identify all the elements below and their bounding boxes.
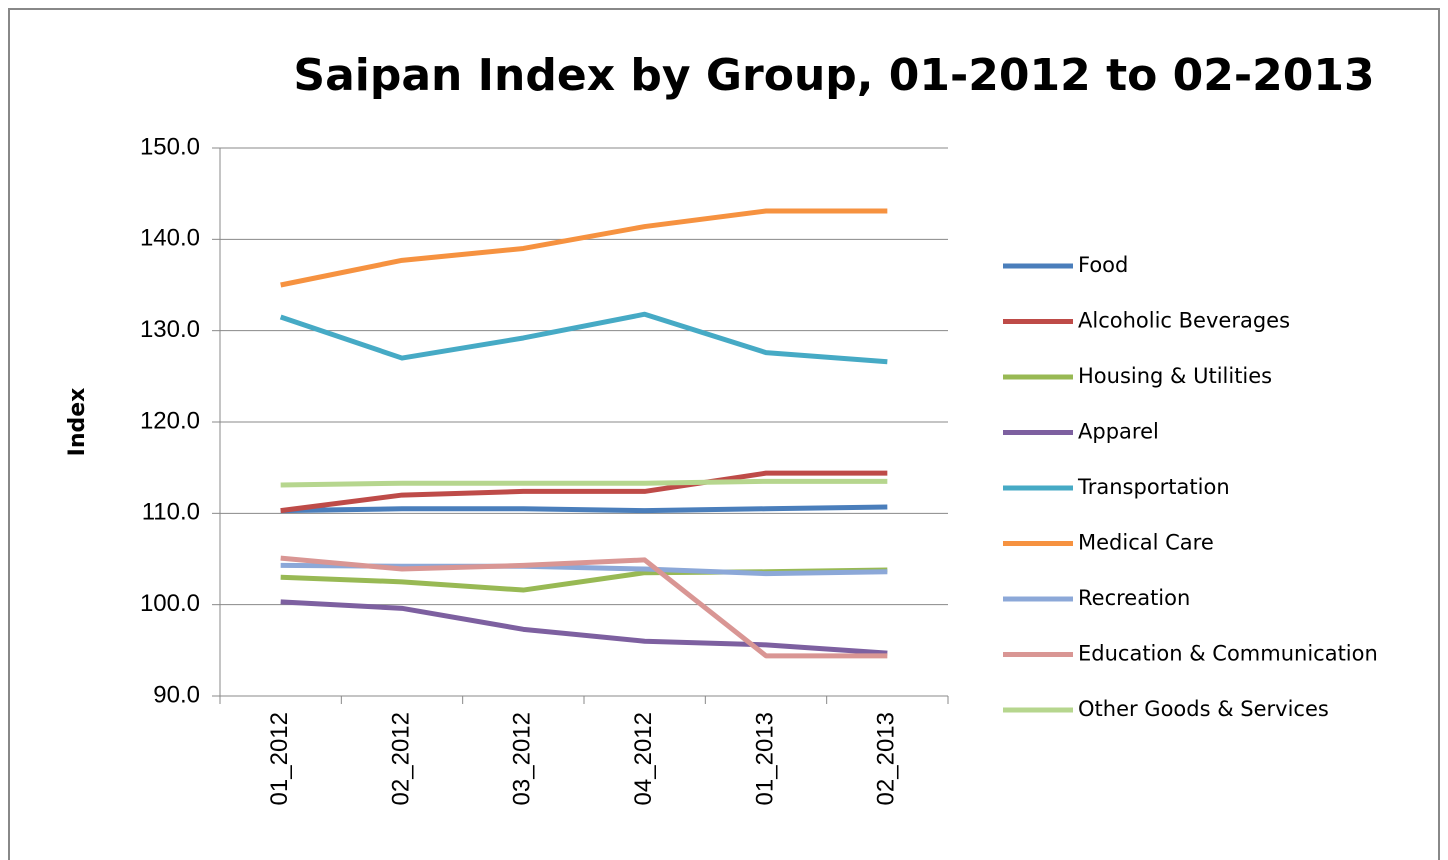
legend-label: Apparel	[1078, 420, 1159, 444]
legend-label: Transportation	[1077, 475, 1230, 499]
x-tick-label: 01_2012	[266, 712, 293, 805]
y-tick-label: 90.0	[153, 681, 200, 708]
x-tick-label: 04_2012	[630, 712, 657, 805]
y-tick-label: 120.0	[140, 407, 200, 434]
y-tick-label: 150.0	[140, 133, 200, 160]
y-tick-label: 140.0	[140, 225, 200, 252]
x-tick-label: 02_2013	[873, 712, 900, 805]
y-tick-label: 100.0	[140, 590, 200, 617]
x-tick-label: 01_2013	[751, 712, 778, 805]
legend-label: Education & Communication	[1078, 642, 1378, 666]
y-tick-label: 110.0	[142, 499, 200, 526]
y-axis-label: Index	[65, 388, 90, 457]
legend-label: Housing & Utilities	[1078, 364, 1272, 388]
legend-label: Recreation	[1078, 586, 1190, 610]
legend-label: Other Goods & Services	[1078, 697, 1329, 721]
series-line	[280, 504, 888, 514]
legend-label: Food	[1078, 253, 1128, 277]
legend-label: Medical Care	[1078, 531, 1214, 555]
series-line	[280, 470, 888, 514]
series-line	[279, 311, 888, 365]
chart-title: Saipan Index by Group, 01-2012 to 02-201…	[293, 50, 1374, 101]
series-line	[280, 555, 888, 659]
series-line	[280, 478, 888, 488]
y-tick-label: 130.0	[140, 316, 200, 343]
x-tick-label: 02_2012	[387, 712, 414, 805]
x-tick-label: 03_2012	[509, 712, 536, 805]
chart-frame	[8, 8, 1440, 860]
series-line	[280, 208, 888, 288]
series-line	[280, 599, 888, 656]
legend-label: Alcoholic Beverages	[1078, 309, 1290, 333]
